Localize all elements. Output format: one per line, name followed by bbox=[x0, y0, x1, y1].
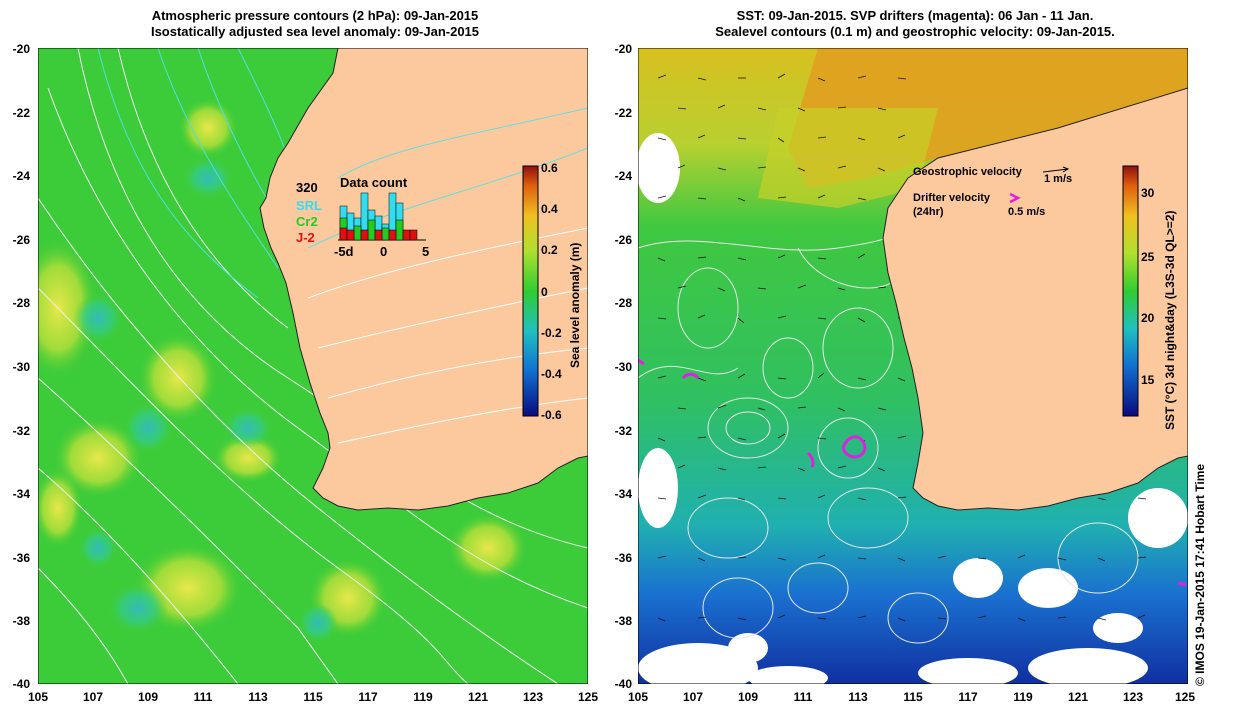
right-x-tick: 111 bbox=[793, 690, 813, 704]
right-y-tick: -28 bbox=[614, 296, 632, 310]
left-y-tick: -36 bbox=[12, 551, 30, 565]
right-y-tick: -24 bbox=[614, 169, 632, 183]
right-y-tick: -22 bbox=[614, 106, 632, 120]
left-x-tick: 107 bbox=[82, 690, 104, 704]
data-count-axis-5: 5 bbox=[422, 244, 430, 259]
left-y-tick: -24 bbox=[12, 169, 30, 183]
data-count-title: Data count bbox=[340, 175, 408, 190]
sla-cb-tick: -0.6 bbox=[541, 408, 562, 422]
left-y-tick: -20 bbox=[12, 42, 30, 56]
right-y-tick: -26 bbox=[614, 233, 632, 247]
cloud-mask bbox=[638, 133, 1188, 684]
left-x-tick: 113 bbox=[248, 690, 268, 704]
drifter-legend-label: Drifter velocity bbox=[913, 192, 991, 204]
right-y-tick: -38 bbox=[614, 614, 632, 628]
data-count-axis-minus5: -5d bbox=[334, 244, 354, 259]
right-x-tick: 109 bbox=[737, 690, 759, 704]
australia-landmass bbox=[882, 87, 1188, 511]
sla-cb-tick: 0.6 bbox=[541, 161, 558, 175]
right-x-tick: 113 bbox=[848, 690, 868, 704]
left-map bbox=[38, 48, 588, 684]
right-y-tick: -20 bbox=[614, 42, 632, 56]
geostrophic-scale-arrow bbox=[1042, 166, 1070, 173]
drifter-legend-scale: 0.5 m/s bbox=[1008, 206, 1046, 218]
data-count-max: 320 bbox=[296, 180, 318, 195]
sst-cb-tick: 30 bbox=[1141, 186, 1155, 200]
left-x-tick: 119 bbox=[413, 690, 433, 704]
right-y-tick: -32 bbox=[614, 424, 632, 438]
right-x-tick: 117 bbox=[958, 690, 978, 704]
left-x-tick: 105 bbox=[27, 690, 49, 704]
left-title-line2: Isostatically adjusted sea level anomaly… bbox=[150, 24, 480, 39]
left-x-tick: 111 bbox=[193, 690, 213, 704]
left-x-tick: 109 bbox=[137, 690, 159, 704]
sla-cb-tick: 0 bbox=[541, 285, 548, 299]
data-count-series-srl: SRL bbox=[296, 198, 322, 213]
left-x-tick: 117 bbox=[358, 690, 378, 704]
left-x-tick: 121 bbox=[467, 690, 489, 704]
sla-colorbar-label: Sea level anomaly (m) bbox=[568, 242, 582, 368]
sst-colorbar-label: SST (°C) 3d night&day (L3S-3d QL>=2) bbox=[1163, 210, 1177, 431]
sst-colorbar bbox=[1122, 165, 1139, 417]
right-map-title: SST: 09-Jan-2015. SVP drifters (magenta)… bbox=[640, 8, 1190, 40]
pressure-contours bbox=[38, 48, 588, 684]
left-x-tick: 125 bbox=[577, 690, 599, 704]
right-x-tick: 115 bbox=[903, 690, 923, 704]
data-count-series-cr2: Cr2 bbox=[296, 214, 318, 229]
sla-cb-tick: 0.2 bbox=[541, 243, 558, 257]
left-title-line1: Atmospheric pressure contours (2 hPa): 0… bbox=[151, 8, 479, 23]
data-count-series-j2: J-2 bbox=[296, 230, 315, 245]
right-x-tick: 123 bbox=[1122, 690, 1144, 704]
sst-cb-tick: 25 bbox=[1141, 250, 1155, 264]
data-count-axis-0: 0 bbox=[380, 244, 388, 259]
left-map-title: Atmospheric pressure contours (2 hPa): 0… bbox=[40, 8, 590, 40]
drifter-legend-period: (24hr) bbox=[913, 206, 944, 218]
left-x-tick: 115 bbox=[303, 690, 323, 704]
right-y-tick: -40 bbox=[614, 677, 632, 691]
left-x-tick: 123 bbox=[522, 690, 544, 704]
right-x-tick: 107 bbox=[682, 690, 704, 704]
sla-cb-tick: 0.4 bbox=[541, 202, 558, 216]
sealevel-contours bbox=[638, 197, 1139, 644]
right-y-tick: -34 bbox=[614, 487, 632, 501]
right-x-tick: 125 bbox=[1174, 690, 1196, 704]
left-y-tick: -38 bbox=[12, 614, 30, 628]
sla-cb-tick: -0.4 bbox=[541, 367, 562, 381]
left-y-tick: -26 bbox=[12, 233, 30, 247]
data-count-histogram bbox=[338, 192, 426, 241]
right-title-line2: Sealevel contours (0.1 m) and geostrophi… bbox=[715, 24, 1115, 39]
left-y-tick: -32 bbox=[12, 424, 30, 438]
svp-drifter-tracks bbox=[638, 358, 1187, 587]
right-map bbox=[638, 48, 1188, 684]
right-y-tick: -36 bbox=[614, 551, 632, 565]
sea-level-anomaly-field bbox=[38, 98, 528, 643]
sst-cb-tick: 15 bbox=[1141, 373, 1155, 387]
right-x-tick: 119 bbox=[1013, 690, 1033, 704]
left-y-tick: -40 bbox=[12, 677, 30, 691]
right-x-tick: 105 bbox=[627, 690, 649, 704]
left-y-tick: -34 bbox=[12, 487, 30, 501]
sla-colorbar bbox=[522, 165, 539, 417]
left-y-tick: -30 bbox=[12, 360, 30, 374]
right-title-line1: SST: 09-Jan-2015. SVP drifters (magenta)… bbox=[736, 8, 1094, 23]
right-x-tick: 121 bbox=[1067, 690, 1089, 704]
imos-copyright: © IMOS 19-Jan-2015 17:41 Hobart Time bbox=[1193, 463, 1207, 686]
sla-cb-tick: -0.2 bbox=[541, 326, 562, 340]
left-y-tick: -28 bbox=[12, 296, 30, 310]
geostrophic-legend-label: Geostrophic velocity bbox=[913, 166, 1022, 178]
left-y-tick: -22 bbox=[12, 106, 30, 120]
sst-cb-tick: 20 bbox=[1141, 311, 1155, 325]
geostrophic-legend-scale: 1 m/s bbox=[1044, 173, 1073, 185]
drifter-scale-arrow bbox=[1009, 192, 1021, 204]
right-y-tick: -30 bbox=[614, 360, 632, 374]
